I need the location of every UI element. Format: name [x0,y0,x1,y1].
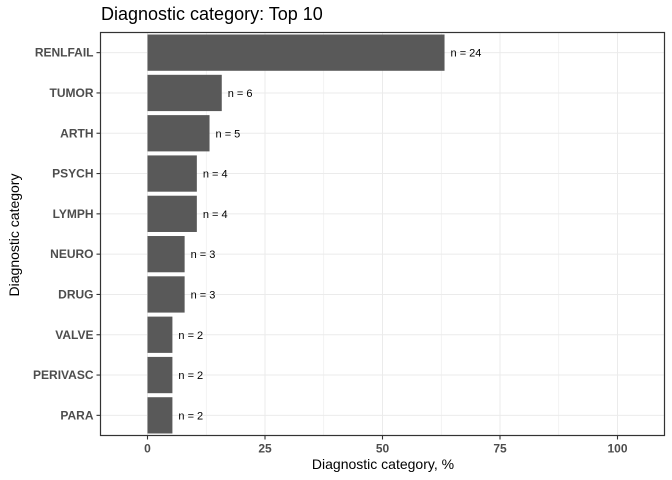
y-tick-label: TUMOR [50,86,94,100]
y-tick-label: ARTH [60,126,93,140]
y-tick-label: LYMPH [53,207,94,221]
y-tick-label: DRUG [58,287,93,301]
bars [147,34,445,434]
y-tick-label: VALVE [55,328,93,342]
x-tick-label: 75 [493,442,507,456]
bar [147,195,197,232]
bar [147,155,197,192]
bar-data-label: n = 24 [451,48,482,60]
bar [147,356,173,394]
bar-data-label: n = 3 [191,249,216,261]
bar [147,236,185,273]
bar-data-label: n = 2 [178,370,203,382]
bar [147,115,210,152]
data-labels: n = 24 n = 6 n = 5 n = 4 n = 4 n = 3 n = 3 n = … [178,48,481,423]
y-tick-label: RENLFAIL [35,46,94,60]
y-tick-label: PERIVASC [33,368,94,382]
bar-data-label: n = 5 [216,128,241,140]
bar [147,316,173,353]
x-tick-label: 0 [144,442,151,456]
x-tick-label: 25 [258,442,272,456]
y-tick-label: PARA [60,408,93,422]
axis-ticks: RENLFAIL TUMOR ARTH PSYCH LYMPH NEURO DRUG VALV… [33,46,628,456]
bar-data-label: n = 2 [178,410,203,422]
bar [147,276,185,313]
bar [147,34,445,71]
x-axis-label: Diagnostic category, % [311,456,455,472]
bar-data-label: n = 4 [203,169,228,181]
bar-data-label: n = 2 [178,330,203,342]
bar-data-label: n = 4 [203,209,228,221]
x-tick-label: 50 [376,442,390,456]
chart-title: Diagnostic category: Top 10 [101,4,323,24]
y-tick-label: PSYCH [52,167,93,181]
bar [147,74,222,112]
y-tick-label: NEURO [50,247,93,261]
x-tick-label: 100 [607,442,627,456]
bar-data-label: n = 3 [191,289,216,301]
bar-data-label: n = 6 [228,88,253,100]
bar [147,397,173,434]
